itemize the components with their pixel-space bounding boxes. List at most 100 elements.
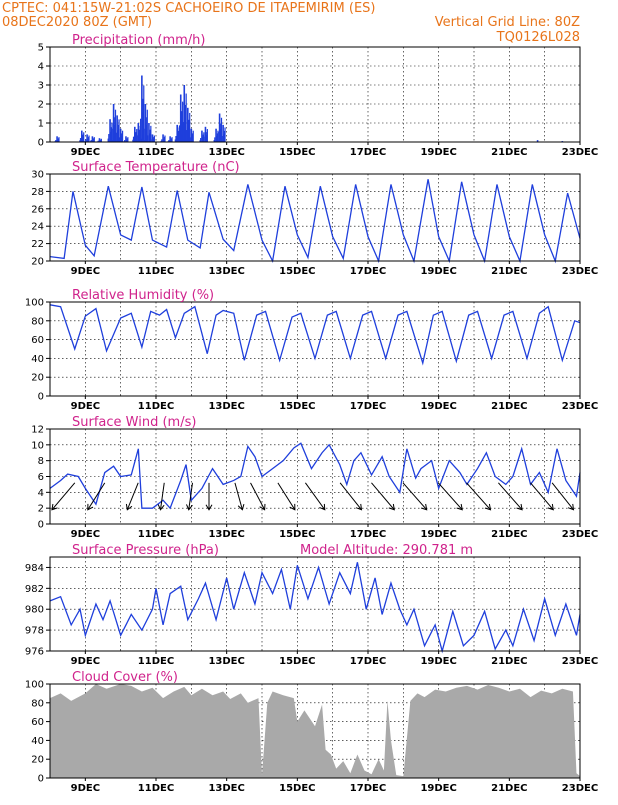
ytick-label: 3	[38, 81, 44, 92]
xtick-label: 9DEC	[71, 656, 100, 667]
xtick-label: 11DEC	[138, 656, 174, 667]
ytick-label: 4	[38, 62, 44, 73]
ytick-label: 1	[38, 119, 44, 130]
precip-bar	[224, 127, 225, 142]
ytick-label: 80	[31, 698, 44, 709]
precip-bar	[127, 137, 128, 142]
ytick-label: 980	[25, 605, 44, 616]
rh-title: Relative Humidity (%)	[72, 288, 214, 303]
xtick-label: 11DEC	[138, 783, 174, 794]
xtick-label: 15DEC	[279, 529, 315, 540]
xtick-label: 9DEC	[71, 266, 100, 277]
xtick-label: 19DEC	[420, 147, 456, 158]
xtick-label: 13DEC	[208, 401, 244, 412]
ytick-label: 60	[31, 335, 44, 346]
wind-arrow	[403, 483, 427, 510]
xtick-label: 23DEC	[562, 147, 598, 158]
precip-bar	[80, 138, 81, 142]
xtick-label: 9DEC	[71, 147, 100, 158]
precip-bar	[175, 136, 176, 142]
xtick-label: 9DEC	[71, 783, 100, 794]
xtick-label: 13DEC	[208, 529, 244, 540]
cloud-title: Cloud Cover (%)	[72, 670, 178, 685]
ytick-label: 0	[38, 774, 44, 785]
xtick-label: 23DEC	[562, 656, 598, 667]
xtick-label: 13DEC	[208, 783, 244, 794]
xtick-label: 19DEC	[420, 266, 456, 277]
precip-bar	[119, 137, 120, 142]
wind-title: Surface Wind (m/s)	[72, 415, 196, 430]
ytick-label: 978	[25, 626, 44, 637]
xtick-label: 17DEC	[350, 147, 386, 158]
pressure-line	[50, 562, 580, 651]
ytick-label: 0	[38, 138, 44, 149]
precip-bar	[58, 137, 59, 142]
xtick-label: 13DEC	[208, 266, 244, 277]
ytick-label: 12	[31, 425, 44, 436]
ytick-label: 2	[38, 504, 44, 515]
precip-bar	[186, 130, 187, 142]
precip-bar	[200, 138, 201, 142]
header-grid-line: Vertical Grid Line: 80Z	[435, 15, 580, 30]
header-location: CPTEC: 041:15W-21:02S CACHOEIRO DE ITAPE…	[2, 1, 375, 16]
ytick-label: 984	[25, 563, 44, 574]
xtick-label: 15DEC	[279, 783, 315, 794]
xtick-label: 11DEC	[138, 147, 174, 158]
precip-bar	[83, 132, 84, 142]
xtick-label: 21DEC	[491, 783, 527, 794]
precip-bar	[207, 129, 208, 142]
ytick-label: 8	[38, 456, 44, 467]
temp-title: Surface Temperature (nC)	[72, 160, 240, 175]
ytick-label: 20	[31, 373, 44, 384]
xtick-label: 13DEC	[208, 147, 244, 158]
xtick-label: 15DEC	[279, 656, 315, 667]
ytick-label: 30	[31, 170, 44, 181]
ytick-label: 100	[25, 680, 44, 691]
wind-arrow	[438, 483, 462, 510]
precip-bar	[122, 131, 123, 142]
rh-line	[50, 305, 580, 363]
precip-frame	[50, 47, 580, 142]
xtick-label: 21DEC	[491, 529, 527, 540]
precip-bar	[88, 136, 89, 142]
ytick-label: 24	[31, 222, 44, 233]
xtick-label: 19DEC	[420, 656, 456, 667]
precip-bar	[154, 136, 155, 142]
header-model-code: TQ0126L028	[496, 30, 580, 45]
precip-bar	[221, 136, 222, 142]
xtick-label: 11DEC	[138, 529, 174, 540]
precip-bar	[140, 119, 141, 142]
precip-bar	[214, 137, 215, 142]
precip-bar	[133, 137, 134, 142]
xtick-label: 21DEC	[491, 656, 527, 667]
xtick-label: 15DEC	[279, 266, 315, 277]
wind-arrow	[127, 483, 138, 510]
wind-arrow	[305, 483, 324, 510]
wind-arrow	[371, 483, 394, 510]
ytick-label: 20	[31, 755, 44, 766]
precip-bar	[179, 125, 180, 142]
precip-bar	[115, 133, 116, 142]
ytick-label: 26	[31, 204, 44, 215]
header-run-date: 08DEC2020 80Z (GMT)	[2, 15, 152, 30]
precip-bar	[136, 135, 137, 142]
precip-bar	[182, 122, 183, 142]
xtick-label: 17DEC	[350, 266, 386, 277]
xtick-label: 9DEC	[71, 401, 100, 412]
ytick-label: 5	[38, 43, 44, 54]
xtick-label: 19DEC	[420, 783, 456, 794]
wind-arrow	[52, 483, 75, 510]
pressure-frame	[50, 557, 580, 651]
cloud-area	[50, 684, 580, 778]
wind-arrow	[278, 483, 295, 510]
ytick-label: 10	[31, 440, 44, 451]
wind-line	[50, 443, 580, 508]
